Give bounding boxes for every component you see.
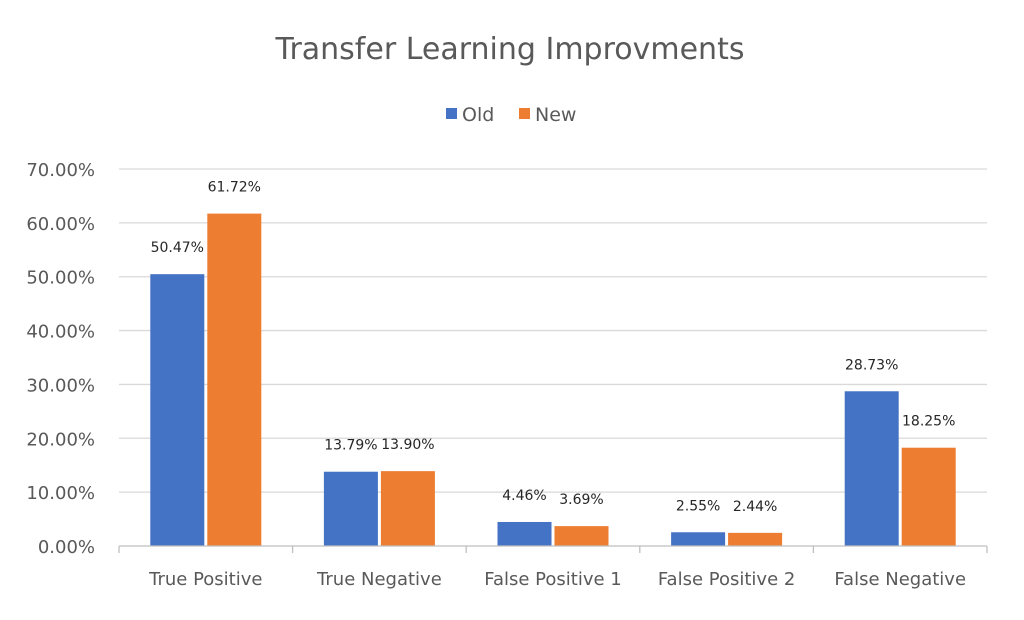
- x-tick-label: True Negative: [316, 569, 442, 590]
- data-label: 2.44%: [733, 499, 777, 515]
- chart-title: Transfer Learning Improvments: [275, 32, 745, 67]
- legend: Old New: [446, 104, 576, 126]
- y-tick-label: 40.00%: [26, 322, 95, 343]
- y-axis: 0.00% 10.00% 20.00% 30.00% 40.00% 50.00% 60.00…: [26, 160, 95, 558]
- legend-label-new: New: [535, 104, 576, 126]
- data-label: 4.46%: [502, 488, 546, 504]
- data-label: 50.47%: [151, 240, 204, 256]
- bar-old-true-negative: [323, 471, 378, 546]
- y-tick-label: 60.00%: [26, 214, 95, 235]
- bars: 50.47% 61.72% 13.79% 13.90% 4.46% 3.69% 2.55% 2…: [150, 180, 956, 546]
- y-tick-label: 70.00%: [26, 160, 95, 181]
- data-label: 28.73%: [845, 357, 898, 373]
- y-tick-label: 0.00%: [38, 537, 95, 558]
- y-tick-label: 20.00%: [26, 429, 95, 450]
- y-tick-label: 30.00%: [26, 375, 95, 396]
- data-label: 18.25%: [902, 414, 955, 430]
- bar-old-false-positive-2: [671, 532, 726, 546]
- x-tick-label: False Positive 2: [658, 569, 795, 590]
- bar-new-false-negative: [901, 447, 956, 546]
- bar-new-true-negative: [380, 471, 435, 546]
- bar-old-false-positive-1: [497, 521, 552, 546]
- x-tick-label: False Negative: [834, 569, 966, 590]
- y-tick-label: 10.00%: [26, 483, 95, 504]
- data-label: 2.55%: [676, 498, 720, 514]
- data-label: 3.69%: [559, 492, 603, 508]
- y-tick-label: 50.00%: [26, 268, 95, 289]
- bar-new-true-positive: [207, 213, 262, 546]
- bar-old-false-negative: [844, 391, 899, 546]
- bar-new-false-positive-1: [554, 526, 609, 546]
- x-tick-label: True Positive: [148, 569, 262, 590]
- bar-new-false-positive-2: [728, 532, 783, 546]
- bar-old-true-positive: [150, 274, 205, 546]
- data-label: 13.79%: [324, 438, 377, 454]
- x-tick-label: False Positive 1: [484, 569, 621, 590]
- legend-swatch-new: [519, 108, 530, 119]
- gridlines: [119, 168, 987, 493]
- data-label: 13.90%: [381, 437, 434, 453]
- x-axis: True Positive True Negative False Positive…: [118, 545, 988, 590]
- legend-swatch-old: [446, 108, 457, 119]
- legend-label-old: Old: [462, 104, 494, 126]
- data-label: 61.72%: [208, 180, 261, 196]
